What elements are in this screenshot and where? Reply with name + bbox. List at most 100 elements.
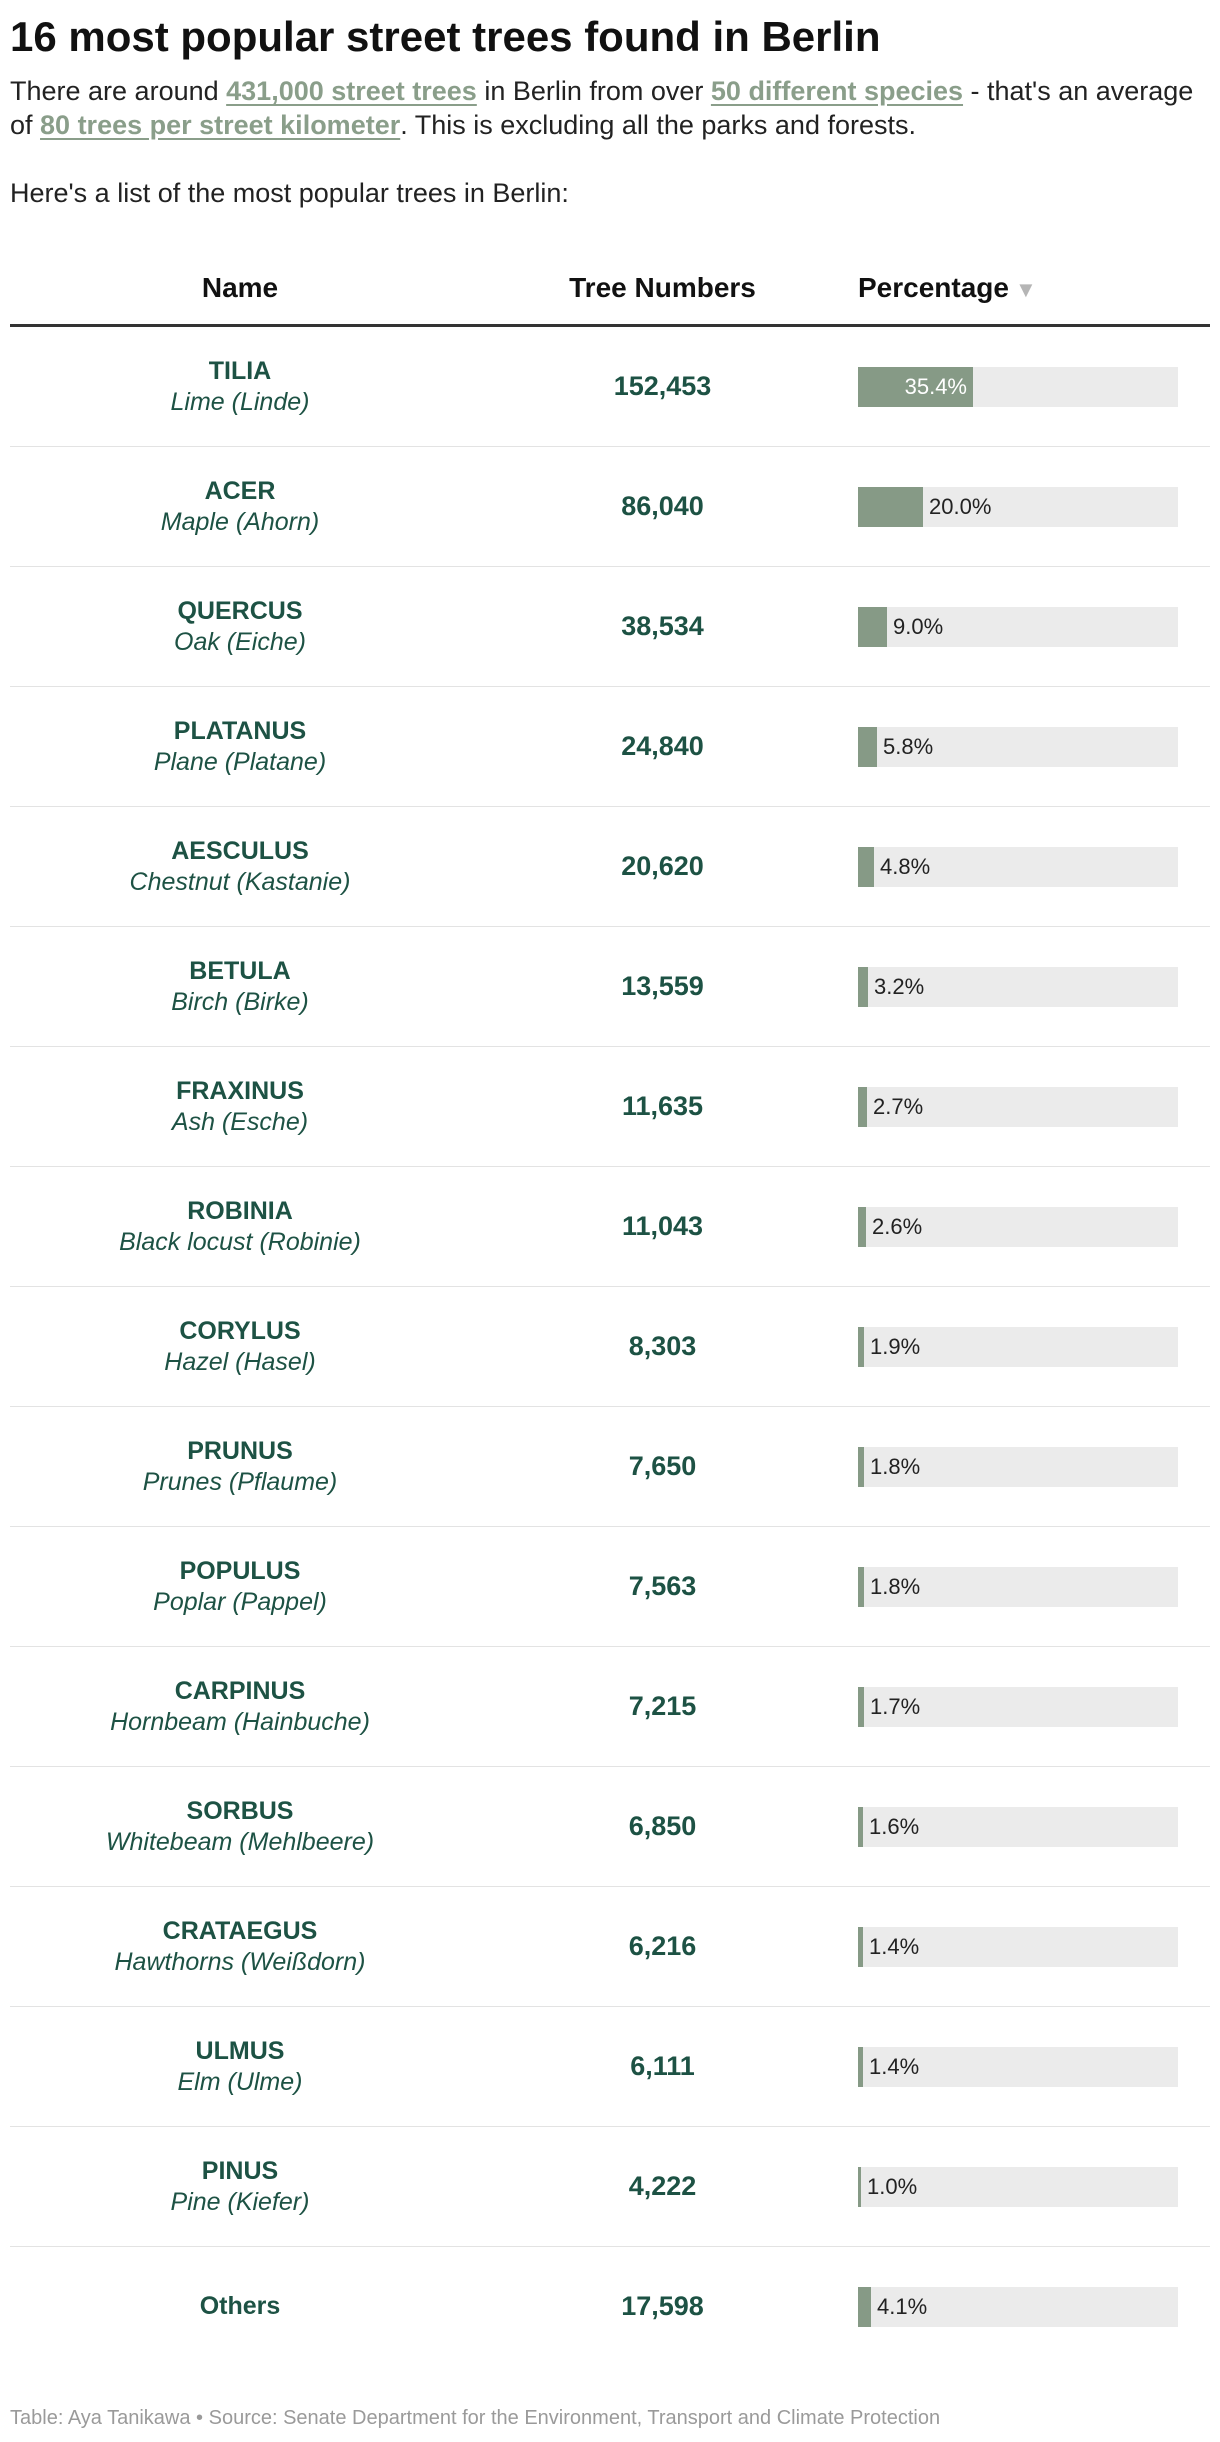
percentage-column-header[interactable]: Percentage ▼ xyxy=(855,252,1210,327)
percentage-cell: 3.2% xyxy=(855,926,1210,1047)
percentage-bar xyxy=(858,1326,864,1367)
tree-count-cell: 6,111 xyxy=(470,2006,855,2127)
tree-name-cell: CRATAEGUS Hawthorns (Weißdorn) xyxy=(10,1886,470,2007)
percentage-label: 20.0% xyxy=(929,493,992,519)
name-header-label: Name xyxy=(201,272,279,303)
tree-common-name: Prunes (Pflaume) xyxy=(142,1467,338,1496)
percentage-label: 1.0% xyxy=(867,2173,918,2199)
intro-part-4: . This is excluding all the parks and fo… xyxy=(400,110,916,140)
percentage-bar xyxy=(858,966,868,1007)
table-row: POPULUS Poplar (Pappel) 7,563 1.8% xyxy=(10,1526,1210,1647)
percentage-bar-track: 1.9% xyxy=(858,1326,1178,1367)
tree-genus: QUERCUS xyxy=(177,596,303,625)
percentage-label: 3.2% xyxy=(874,973,925,999)
tree-count-cell: 4,222 xyxy=(470,2126,855,2247)
table-row: CORYLUS Hazel (Hasel) 8,303 1.9% xyxy=(10,1286,1210,1407)
tree-numbers-column-header[interactable]: Tree Numbers xyxy=(470,252,855,327)
tree-count-cell: 86,040 xyxy=(470,446,855,567)
percentage-bar-track: 1.6% xyxy=(858,1806,1178,1847)
table-row: CARPINUS Hornbeam (Hainbuche) 7,215 1.7% xyxy=(10,1646,1210,1767)
tree-name-cell: PLATANUS Plane (Platane) xyxy=(10,686,470,807)
tree-genus: AESCULUS xyxy=(171,836,309,865)
percentage-bar xyxy=(858,1686,864,1727)
tree-name-cell: PINUS Pine (Kiefer) xyxy=(10,2126,470,2247)
table-row: ULMUS Elm (Ulme) 6,111 1.4% xyxy=(10,2006,1210,2127)
percentage-bar-track: 20.0% xyxy=(858,486,1178,527)
tree-count-cell: 17,598 xyxy=(621,2291,704,2321)
tree-count-cell: 7,215 xyxy=(470,1646,855,1767)
tree-genus: Others xyxy=(199,2292,281,2320)
tree-common-name: Elm (Ulme) xyxy=(177,2067,303,2096)
percentage-bar-track: 2.7% xyxy=(858,1086,1178,1127)
table-row: FRAXINUS Ash (Esche) 11,635 2.7% xyxy=(10,1046,1210,1167)
tree-common-name: Chestnut (Kastanie) xyxy=(129,867,351,896)
tree-count-cell: 38,534 xyxy=(470,566,855,687)
percentage-bar-track: 4.8% xyxy=(858,846,1178,887)
percentage-bar-track: 1.4% xyxy=(858,1926,1178,1967)
percentage-cell: 1.8% xyxy=(855,1406,1210,1527)
tree-genus: TILIA xyxy=(208,356,272,385)
tree-genus: FRAXINUS xyxy=(176,1076,304,1105)
table-row: Others 17,598 4.1% xyxy=(10,2247,1210,2367)
percentage-label: 1.8% xyxy=(870,1453,921,1479)
lead-text: Here's a list of the most popular trees … xyxy=(10,178,569,208)
percentage-bar xyxy=(858,846,874,887)
percentage-cell: 1.8% xyxy=(855,1526,1210,1647)
percentage-label: 1.4% xyxy=(869,1933,920,1959)
tree-genus: CARPINUS xyxy=(174,1676,306,1705)
table-body: TILIA Lime (Linde) 152,453 35.4% ACER Maple (… xyxy=(10,325,1210,2367)
percentage-label: 1.4% xyxy=(869,2053,920,2079)
tree-numbers-header-label: Tree Numbers xyxy=(569,272,756,303)
tree-genus: POPULUS xyxy=(179,1556,301,1585)
tree-common-name: Whitebeam (Mehlbeere) xyxy=(105,1827,375,1856)
tree-count-cell: 7,563 xyxy=(470,1526,855,1647)
percentage-bar xyxy=(858,606,887,647)
tree-common-name: Pine (Kiefer) xyxy=(170,2187,310,2216)
percentage-label: 4.1% xyxy=(877,2293,928,2319)
tree-common-name: Hornbeam (Hainbuche) xyxy=(110,1707,370,1736)
percentage-bar-track: 1.7% xyxy=(858,1686,1178,1727)
table-row: BETULA Birch (Birke) 13,559 3.2% xyxy=(10,926,1210,1047)
trees-per-km-link[interactable]: 80 trees per street kilometer xyxy=(40,110,401,140)
percentage-cell: 2.6% xyxy=(855,1166,1210,1287)
tree-count-cell: 13,559 xyxy=(470,926,855,1047)
percentage-bar xyxy=(858,1806,863,1847)
tree-name-cell: ULMUS Elm (Ulme) xyxy=(10,2006,470,2127)
sort-descending-icon[interactable]: ▼ xyxy=(1014,277,1037,302)
tree-name-cell: SORBUS Whitebeam (Mehlbeere) xyxy=(10,1766,470,1887)
tree-common-name: Maple (Ahorn) xyxy=(160,507,320,536)
percentage-label: 4.8% xyxy=(880,853,931,879)
tree-genus: ULMUS xyxy=(195,2036,285,2065)
percentage-cell: 20.0% xyxy=(855,446,1210,567)
tree-common-name: Poplar (Pappel) xyxy=(153,1587,327,1616)
percentage-label: 5.8% xyxy=(883,733,934,759)
page-title: 16 most popular street trees found in Be… xyxy=(10,13,881,60)
tree-common-name: Black locust (Robinie) xyxy=(119,1227,361,1256)
intro-part-3: - that's an average of xyxy=(10,76,1194,140)
percentage-cell: 1.4% xyxy=(855,1886,1210,2007)
intro-text: There are around 431,000 street trees in… xyxy=(10,74,1210,142)
tree-table: Name Tree Numbers Percentage ▼ TILIA Lime … xyxy=(10,252,1210,2366)
percentage-bar-track: 1.4% xyxy=(858,2046,1178,2087)
percentage-bar xyxy=(858,2166,861,2207)
species-link[interactable]: 50 different species xyxy=(710,76,964,106)
percentage-bar-track: 5.8% xyxy=(858,726,1178,767)
name-column-header[interactable]: Name xyxy=(10,252,470,327)
percentage-bar-track: 1.8% xyxy=(858,1566,1178,1607)
tree-genus: PRUNUS xyxy=(187,1436,293,1465)
percentage-label: 35.4% xyxy=(904,373,967,399)
table-row: AESCULUS Chestnut (Kastanie) 20,620 4.8% xyxy=(10,806,1210,927)
percentage-cell: 9.0% xyxy=(855,566,1210,687)
percentage-bar-track: 35.4% xyxy=(858,366,1178,407)
tree-count-cell: 11,043 xyxy=(470,1166,855,1287)
percentage-cell: 1.4% xyxy=(855,2006,1210,2127)
percentage-bar xyxy=(858,2286,871,2327)
tree-genus: CRATAEGUS xyxy=(162,1916,318,1945)
percentage-header-label: Percentage xyxy=(858,272,1009,303)
street-trees-link[interactable]: 431,000 street trees xyxy=(226,76,477,106)
tree-genus: CORYLUS xyxy=(179,1316,301,1345)
table-row: PRUNUS Prunes (Pflaume) 7,650 1.8% xyxy=(10,1406,1210,1527)
percentage-label: 1.7% xyxy=(870,1693,921,1719)
footer-credit: Table: Aya Tanikawa • Source: Senate Dep… xyxy=(10,2407,941,2429)
tree-common-name: Ash (Esche) xyxy=(171,1107,309,1136)
